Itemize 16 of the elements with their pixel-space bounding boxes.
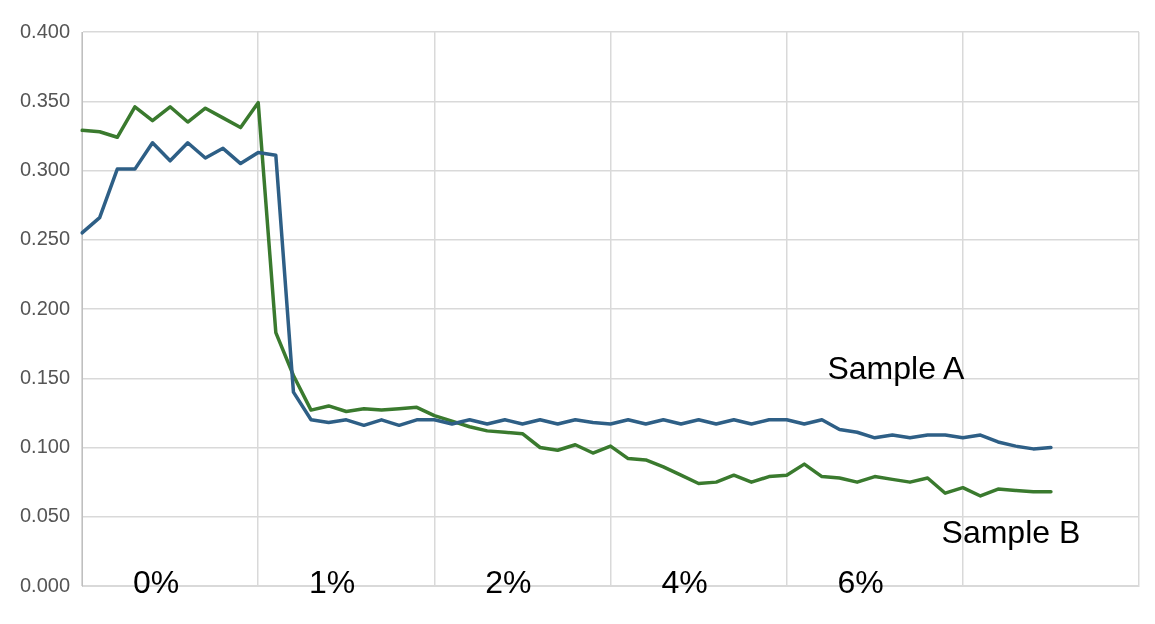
y-tick-label: 0.350 xyxy=(19,88,71,111)
series-label: Sample B xyxy=(941,513,1081,550)
annotation: 6% xyxy=(837,563,884,600)
annotation: 4% xyxy=(661,563,708,600)
y-tick-label: 0.250 xyxy=(19,227,71,250)
y-tick-label: 0.150 xyxy=(19,365,71,388)
y-tick-label: 0.300 xyxy=(19,158,71,181)
annotation: 1% xyxy=(309,563,356,600)
y-tick-label: 0.200 xyxy=(19,296,71,319)
annotation: 0% xyxy=(132,563,180,600)
y-tick-label: 0.000 xyxy=(19,573,71,596)
annotation: 2% xyxy=(485,563,532,600)
series-label: Sample A xyxy=(827,350,966,387)
y-tick-label: 0.400 xyxy=(19,19,71,42)
y-tick-label: 0.100 xyxy=(19,435,71,458)
y-tick-label: 0.050 xyxy=(19,504,71,527)
